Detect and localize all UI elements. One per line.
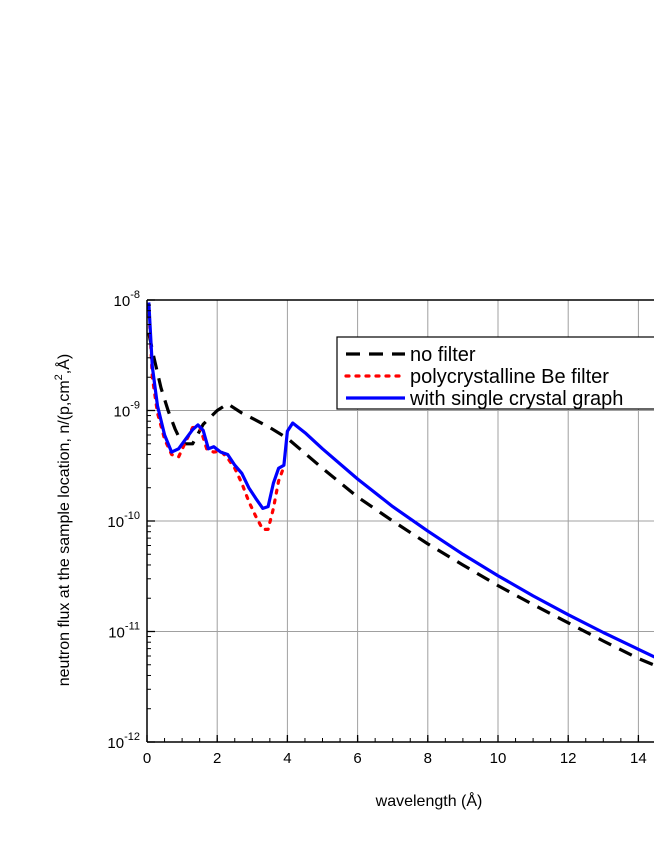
series-line-1 xyxy=(147,332,654,667)
y-tick-base: 10 xyxy=(114,293,131,310)
y-axis-label-sup: 2 xyxy=(53,374,65,380)
x-tick-label: 4 xyxy=(283,750,291,767)
y-tick-base: 10 xyxy=(107,735,124,752)
y-tick-label: 10-11 xyxy=(108,621,140,642)
x-tick-label: 12 xyxy=(560,750,577,767)
y-tick-exponent: -12 xyxy=(124,731,140,743)
y-axis-label: neutron flux at the sample location, n/(… xyxy=(53,354,73,687)
y-tick-label: 10-8 xyxy=(114,289,140,310)
y-tick-label: 10-12 xyxy=(107,731,140,752)
x-tick-label: 6 xyxy=(353,750,361,767)
y-tick-exponent: -8 xyxy=(130,289,140,301)
series-line-3 xyxy=(147,302,654,659)
x-tick-label: 2 xyxy=(213,750,221,767)
x-axis-label: wavelength (Å) xyxy=(375,791,483,810)
y-tick-base: 10 xyxy=(114,404,131,421)
legend-label-2: polycrystalline Be filter xyxy=(410,366,609,388)
y-tick-label: 10-10 xyxy=(107,510,140,531)
y-tick-exponent: -10 xyxy=(124,510,140,522)
series-layer xyxy=(147,302,654,667)
x-tick-label: 8 xyxy=(424,750,432,767)
legend-label-3: with single crystal graph xyxy=(409,388,623,410)
y-tick-exponent: -11 xyxy=(125,621,140,633)
y-tick-label: 10-9 xyxy=(114,400,140,421)
x-tick-label: 0 xyxy=(143,750,151,767)
y-tick-base: 10 xyxy=(107,514,124,531)
x-tick-label: 14 xyxy=(630,750,647,767)
y-tick-base: 10 xyxy=(108,625,125,642)
y-tick-exponent: -9 xyxy=(130,400,140,412)
x-tick-label: 10 xyxy=(490,750,507,767)
y-axis-label-end: ,Å) xyxy=(54,354,73,374)
y-axis-label-main: neutron flux at the sample location, n/(… xyxy=(56,380,73,686)
legend-label-1: no filter xyxy=(410,344,476,366)
